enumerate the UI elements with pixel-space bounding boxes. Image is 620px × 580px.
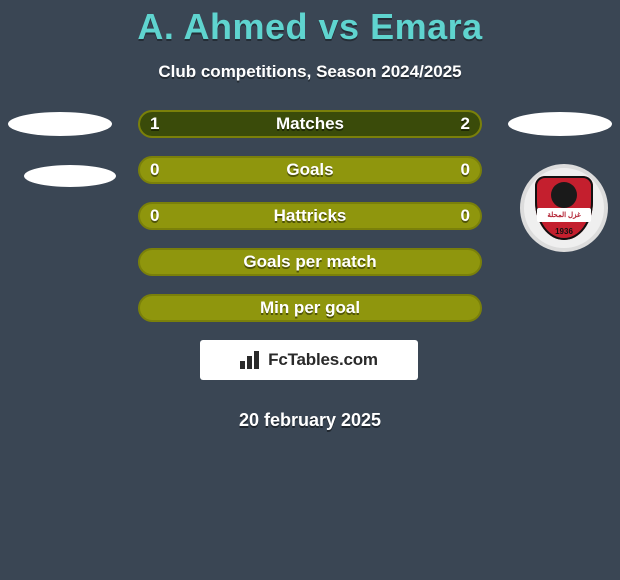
stat-bar-track — [138, 110, 482, 138]
stat-value-right: 0 — [461, 156, 470, 184]
stat-bar-fill-right — [253, 112, 480, 136]
attribution-badge: FcTables.com — [200, 340, 418, 380]
page-title: A. Ahmed vs Emara — [0, 0, 620, 48]
stat-bar-track — [138, 248, 482, 276]
stat-row-matches: Matches12 — [138, 110, 482, 138]
player-left-avatar-placeholder-1 — [8, 112, 112, 136]
stat-bar-track — [138, 294, 482, 322]
badge-year: 1936 — [555, 227, 573, 236]
chart-date: 20 february 2025 — [0, 410, 620, 431]
club-badge-right: غزل المحلة 1936 — [520, 164, 608, 252]
comparison-chart: غزل المحلة 1936 Matches12Goals00Hattrick… — [0, 110, 620, 380]
stat-value-left: 0 — [150, 156, 159, 184]
player-left-avatar-placeholder-2 — [24, 165, 116, 187]
shield-icon: غزل المحلة 1936 — [535, 176, 593, 240]
stat-bar-track — [138, 156, 482, 184]
stat-value-left: 0 — [150, 202, 159, 230]
attribution-text: FcTables.com — [268, 350, 378, 370]
page-subtitle: Club competitions, Season 2024/2025 — [0, 62, 620, 82]
stat-bar-track — [138, 202, 482, 230]
stat-row-hattricks: Hattricks00 — [138, 202, 482, 230]
stat-row-goals: Goals00 — [138, 156, 482, 184]
player-right-avatar-placeholder — [508, 112, 612, 136]
badge-band-text: غزل المحلة — [537, 208, 591, 222]
stat-row-goals-per-match: Goals per match — [138, 248, 482, 276]
stat-row-min-per-goal: Min per goal — [138, 294, 482, 322]
stat-value-right: 0 — [461, 202, 470, 230]
stat-value-left: 1 — [150, 110, 159, 138]
bar-chart-icon — [240, 351, 262, 369]
stat-value-right: 2 — [461, 110, 470, 138]
